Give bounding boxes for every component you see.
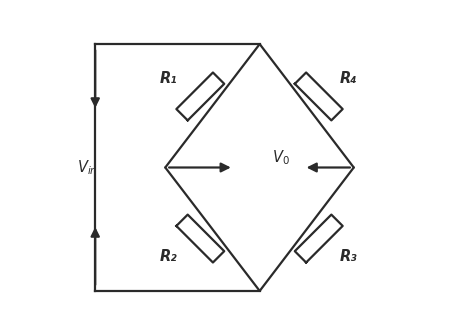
Polygon shape: [295, 72, 343, 120]
Text: R₂: R₂: [160, 250, 177, 264]
Polygon shape: [176, 72, 224, 120]
Text: R₄: R₄: [340, 71, 357, 85]
Text: $\mathit{V_0}$: $\mathit{V_0}$: [272, 148, 290, 167]
Text: R₃: R₃: [340, 250, 357, 264]
Text: $\mathit{V_{in}}$: $\mathit{V_{in}}$: [77, 158, 98, 177]
Text: R₁: R₁: [160, 71, 177, 85]
Polygon shape: [295, 215, 343, 263]
Polygon shape: [176, 215, 224, 263]
